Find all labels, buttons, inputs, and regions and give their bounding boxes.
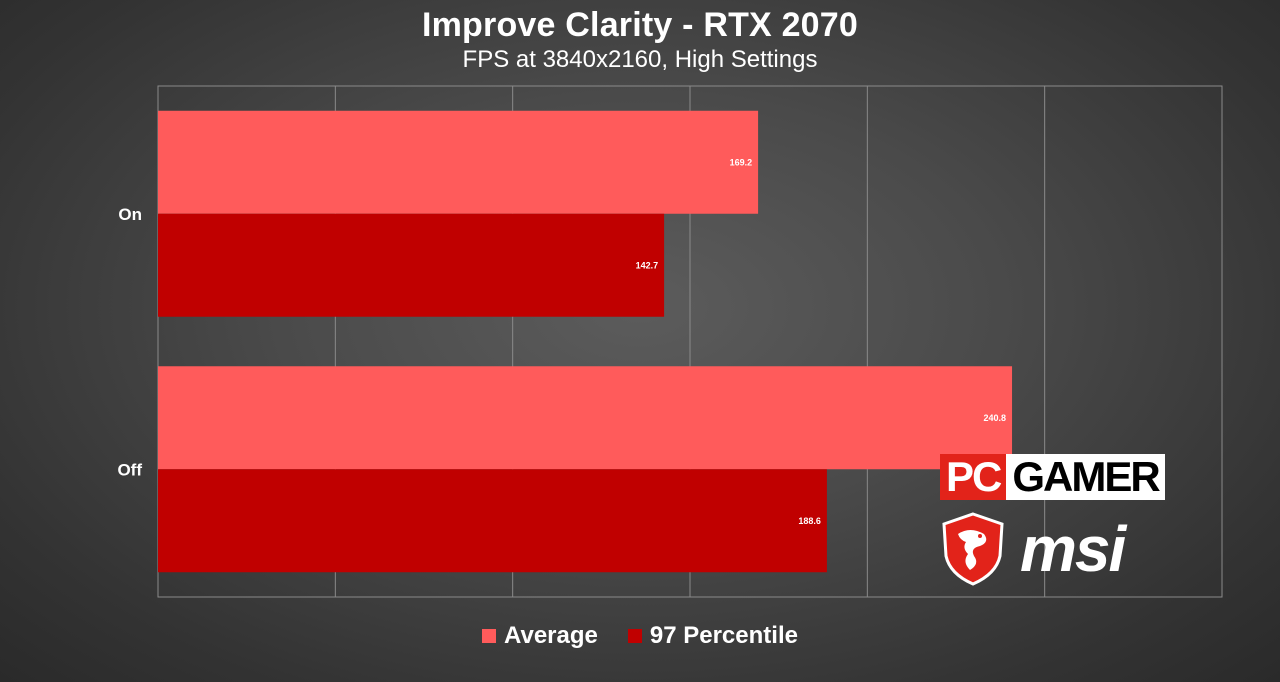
bar-on-97-percentile bbox=[158, 213, 665, 317]
data-label: 188.6 bbox=[798, 516, 821, 526]
legend: Average 97 Percentile bbox=[0, 622, 1280, 650]
sponsor-logos: PC GAMER msi bbox=[940, 454, 1200, 594]
category-label-on: On bbox=[118, 205, 142, 224]
legend-item-average: Average bbox=[482, 622, 598, 650]
data-label: 240.8 bbox=[984, 413, 1007, 423]
chart-subtitle: FPS at 3840x2160, High Settings bbox=[462, 46, 818, 73]
legend-swatch-average bbox=[482, 629, 497, 643]
chart-title: Improve Clarity - RTX 2070 bbox=[421, 6, 859, 44]
msi-logo: msi bbox=[940, 512, 1200, 586]
legend-swatch-97-percentile bbox=[627, 629, 642, 643]
legend-label-97-percentile: 97 Percentile bbox=[649, 622, 798, 649]
legend-item-97-percentile: 97 Percentile bbox=[627, 622, 798, 650]
pc-gamer-logo-gamer: GAMER bbox=[1006, 454, 1165, 500]
category-label-off: Off bbox=[117, 460, 142, 479]
data-label: 169.2 bbox=[730, 157, 753, 167]
bar-on-average bbox=[158, 110, 759, 214]
msi-dragon-shield-icon bbox=[942, 512, 1004, 586]
msi-logo-text: msi bbox=[1020, 513, 1126, 585]
legend-label-average: Average bbox=[504, 622, 598, 649]
data-label: 142.7 bbox=[636, 260, 659, 270]
bar-off-average bbox=[158, 366, 1013, 470]
bar-off-97-percentile bbox=[158, 469, 827, 573]
pc-gamer-logo: PC GAMER bbox=[940, 454, 1200, 500]
pc-gamer-logo-pc: PC bbox=[940, 454, 1007, 500]
